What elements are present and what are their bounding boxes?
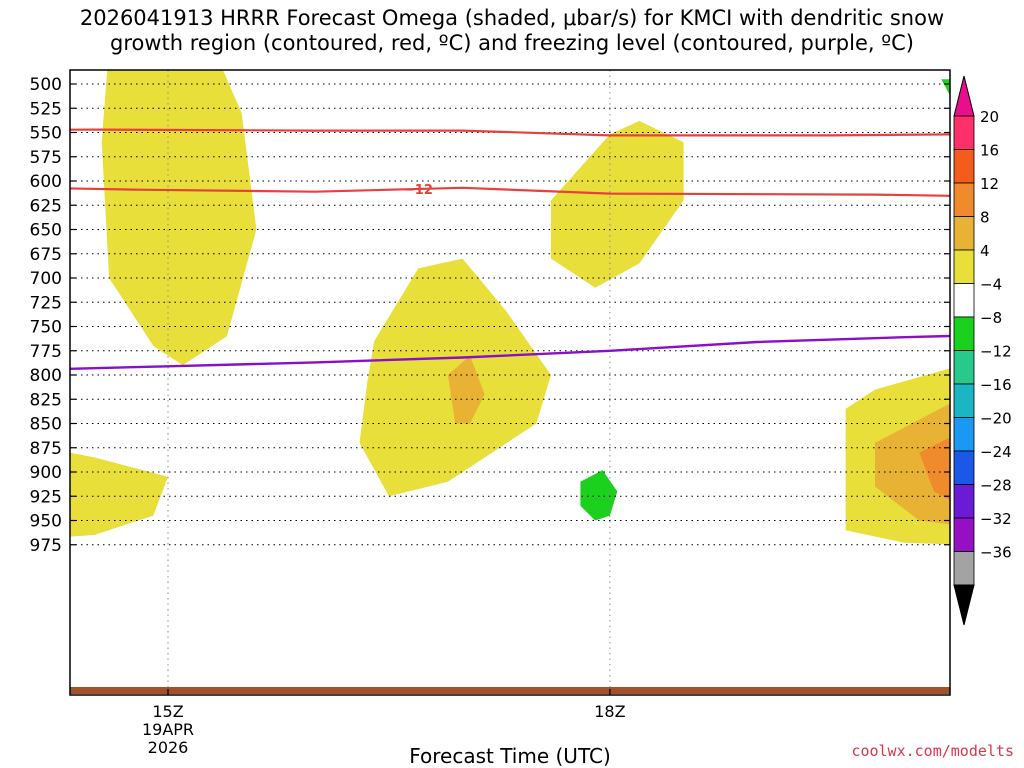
- chart-title: 2026041913 HRRR Forecast Omega (shaded, …: [0, 6, 1024, 56]
- x-axis: 15Z19APR202618Z21Z00Z20APR03Z06Z: [142, 689, 626, 757]
- x-tick-15Z-line-0: 15Z: [152, 702, 183, 721]
- colorbar-label-11: −28: [980, 476, 1012, 494]
- x-tick-18Z-line-0: 18Z: [594, 702, 625, 721]
- y-tick-875: 875: [30, 439, 62, 459]
- ground-surface: [70, 687, 950, 694]
- colorbar-swatch-8: [953, 383, 975, 418]
- omega-region-17: [978, 79, 1024, 181]
- y-tick-975: 975: [30, 536, 62, 556]
- y-tick-825: 825: [30, 390, 62, 410]
- colorbar-label-9: −20: [980, 409, 1012, 427]
- colorbar-label-4: 4: [980, 242, 990, 260]
- colorbar-swatch-13: [953, 551, 975, 586]
- omega-region-16: [941, 79, 950, 96]
- colorbar-label-13: −36: [980, 543, 1012, 561]
- y-axis: 500 525 550 575 600 625 650 675 700 725 750 775 800 8…: [30, 75, 950, 556]
- freezing-level-contour: [70, 334, 950, 371]
- colorbar-label-5: −4: [980, 275, 1002, 293]
- omega-region-0: [101, 70, 257, 366]
- y-tick-675: 675: [30, 245, 62, 265]
- y-tick-575: 575: [30, 148, 62, 168]
- colorbar-bottom-arrow: [953, 584, 975, 626]
- colorbar-label-1: 16: [980, 141, 999, 159]
- contour-label-0: −12: [404, 183, 433, 198]
- gridlines: [70, 70, 950, 695]
- colorbar-label-12: −32: [980, 510, 1012, 528]
- colorbar-label-3: 8: [980, 208, 990, 226]
- y-tick-600: 600: [30, 172, 62, 192]
- y-tick-700: 700: [30, 269, 62, 289]
- contour-labels: −12−12: [404, 183, 433, 198]
- y-tick-650: 650: [30, 221, 62, 241]
- chart-title-line-1: 2026041913 HRRR Forecast Omega (shaded, …: [79, 6, 945, 30]
- colorbar-swatch-3: [953, 216, 975, 251]
- contour-lines: [70, 128, 950, 371]
- y-tick-850: 850: [30, 415, 62, 435]
- y-tick-500: 500: [30, 75, 62, 95]
- dgz-upper-contour: [70, 128, 950, 137]
- omega-region-3: [447, 355, 485, 424]
- colorbar-swatch-12: [953, 517, 975, 552]
- y-tick-925: 925: [30, 487, 62, 507]
- omega-region-8: [919, 437, 950, 501]
- x-tick-15Z-line-1: 19APR: [142, 720, 194, 739]
- y-tick-625: 625: [30, 196, 62, 216]
- x-tick-15Z-line-2: 2026: [148, 738, 189, 757]
- colorbar-swatch-5: [953, 283, 975, 318]
- colorbar-swatch-0: [953, 115, 975, 150]
- colorbar-swatch-9: [953, 417, 975, 452]
- omega-region-7: [875, 403, 950, 525]
- y-tick-900: 900: [30, 463, 62, 483]
- y-tick-950: 950: [30, 512, 62, 532]
- omega-region-32: [580, 470, 618, 521]
- y-tick-725: 725: [30, 293, 62, 313]
- omega-region-1: [551, 120, 684, 288]
- colorbar-label-6: −8: [980, 309, 1002, 327]
- colorbar-swatch-11: [953, 484, 975, 519]
- y-tick-525: 525: [30, 99, 62, 119]
- colorbar-label-7: −12: [980, 342, 1012, 360]
- colorbar-swatch-7: [953, 350, 975, 385]
- colorbar-label-8: −16: [980, 376, 1012, 394]
- chart-title-line-2: growth region (contoured, red, ºC) and f…: [110, 31, 914, 55]
- colorbar-swatch-10: [953, 450, 975, 485]
- colorbar-swatch-6: [953, 316, 975, 351]
- y-tick-775: 775: [30, 342, 62, 362]
- colorbar-label-10: −24: [980, 443, 1012, 461]
- dgz-lower-contour: [70, 186, 950, 197]
- omega-shading: [70, 70, 1024, 545]
- y-tick-550: 550: [30, 124, 62, 144]
- colorbar-swatch-1: [953, 149, 975, 184]
- colorbar-swatch-4: [953, 249, 975, 284]
- colorbar-top-arrow: [953, 75, 975, 117]
- colorbar: 20 16 12 8 4 −4 −8 −12 −16 −20 −24 −28 −32 −36: [953, 75, 1012, 626]
- y-tick-800: 800: [30, 366, 62, 386]
- plot-frame: [69, 69, 951, 696]
- omega-region-4: [70, 452, 168, 537]
- colorbar-label-2: 12: [980, 175, 999, 193]
- colorbar-swatch-2: [953, 182, 975, 217]
- y-tick-750: 750: [30, 318, 62, 338]
- colorbar-label-0: 20: [980, 108, 999, 126]
- source-credit: coolwx.com/modelts: [851, 742, 1014, 760]
- x-axis-label: Forecast Time (UTC): [409, 744, 611, 768]
